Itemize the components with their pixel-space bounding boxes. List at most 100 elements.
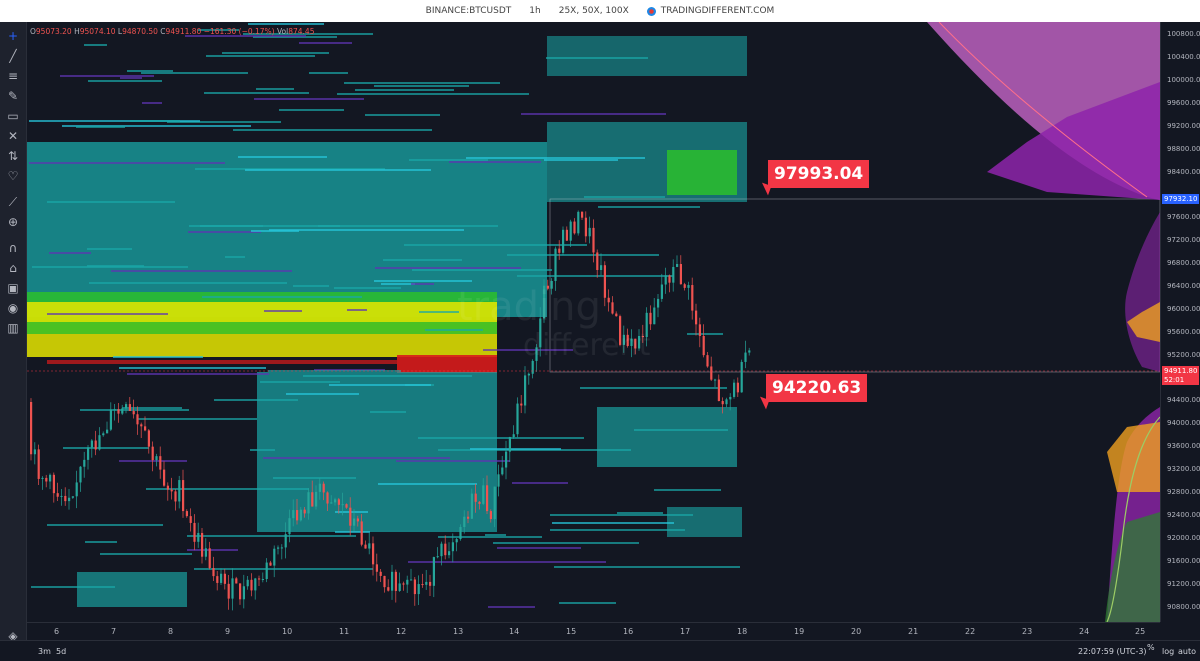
percent-button[interactable]: % — [1147, 643, 1155, 652]
candle-body — [569, 221, 572, 241]
eye-icon[interactable]: ◉ — [7, 301, 19, 315]
candle-body — [406, 579, 409, 585]
interval-label[interactable]: 1h — [529, 6, 541, 16]
heatmap-bar — [120, 77, 142, 79]
candle-body — [94, 440, 97, 450]
heatmap-bar — [293, 285, 329, 287]
price-axis[interactable]: 100800.00 100400.00 100000.00 99600.00 9… — [1160, 22, 1200, 622]
candle-body — [60, 495, 63, 497]
heatmap-bar — [521, 113, 666, 115]
candle-body — [546, 285, 549, 289]
prediction-icon[interactable]: ⇅ — [7, 149, 19, 163]
heart-icon[interactable]: ♡ — [7, 169, 19, 183]
symbol-label[interactable]: BINANCE:BTCUSDT — [425, 6, 512, 16]
candle-body — [421, 584, 424, 586]
candle-body — [231, 578, 234, 599]
heatmap-bar — [517, 275, 674, 277]
candle-body — [246, 579, 249, 587]
heatmap-bar — [497, 547, 581, 549]
comment-icon[interactable]: ▭ — [7, 109, 19, 123]
candle-body — [672, 266, 675, 283]
heatmap-bar — [329, 384, 431, 386]
candle-body — [322, 483, 325, 493]
heatmap-bar — [87, 248, 132, 250]
zoom-icon[interactable]: ⊕ — [7, 215, 19, 229]
candle-body — [657, 298, 660, 308]
range-3m-button[interactable]: 3m — [38, 647, 51, 656]
heatmap-bar — [493, 542, 639, 544]
candle-body — [470, 493, 473, 519]
legend-c-value: 94911.80 — [165, 27, 202, 36]
log-button[interactable]: log — [1162, 647, 1175, 656]
fib-icon[interactable]: ≡ — [7, 69, 19, 83]
chart-pane[interactable]: trading different — [27, 22, 1160, 622]
price-tick: 100400.00 — [1167, 53, 1200, 61]
candle-body — [98, 435, 101, 450]
magnet-icon[interactable]: ∩ — [8, 241, 18, 255]
candle-body — [467, 516, 470, 519]
price-tick: 91200.00 — [1167, 580, 1200, 588]
time-tick: 24 — [1079, 627, 1090, 636]
profile-pink-edge — [938, 22, 1148, 198]
candle-body — [615, 313, 618, 317]
price-tick: 92800.00 — [1167, 488, 1200, 496]
heatmap-bar — [185, 35, 306, 37]
brush-icon[interactable]: ✎ — [7, 89, 19, 103]
volume-profile — [927, 22, 1160, 622]
heatmap-bar — [238, 156, 327, 158]
candle-body — [360, 521, 363, 545]
candle-body — [402, 583, 405, 585]
profile-curve — [1106, 416, 1160, 622]
trendline-icon[interactable]: ╱ — [9, 49, 17, 63]
candle-body — [436, 556, 439, 558]
price-tick: 95600.00 — [1167, 328, 1200, 336]
heatmap-bar — [438, 536, 542, 538]
price-tick: 98400.00 — [1167, 168, 1200, 176]
candle-body — [204, 548, 207, 557]
heatmap-bar — [355, 89, 454, 91]
heatmap-bar — [263, 457, 450, 459]
candle-body — [539, 318, 542, 348]
lock-icon[interactable]: ⌂ — [9, 261, 17, 275]
candle-body — [641, 335, 644, 338]
heatmap-bar — [122, 407, 182, 409]
clock-label[interactable]: 22:07:59 (UTC-3) — [1078, 647, 1147, 656]
candle-body — [584, 217, 587, 237]
candle-body — [554, 248, 557, 281]
heatmap-bar — [554, 566, 740, 568]
candle-body — [102, 433, 105, 436]
pattern-icon[interactable]: ✕ — [7, 129, 19, 143]
candle-body — [683, 284, 686, 288]
candle-body — [721, 401, 724, 405]
candle-body — [520, 403, 523, 406]
auto-button[interactable]: auto — [1178, 647, 1197, 656]
trash-icon[interactable]: ▥ — [7, 321, 19, 335]
candle-body — [379, 571, 382, 576]
candle-body — [455, 539, 458, 543]
heatmap-bar — [412, 269, 552, 271]
legend-vol-label: Vol — [277, 27, 289, 36]
object-tree-icon[interactable]: ◈ — [8, 629, 18, 643]
candle-body — [562, 229, 565, 253]
heatmap-bar — [303, 375, 472, 377]
heat-green-mid — [27, 322, 497, 334]
candle-body — [429, 581, 432, 586]
range-5d-button[interactable]: 5d — [56, 647, 67, 656]
heatmap-bar — [365, 114, 440, 116]
candle-body — [273, 548, 276, 566]
time-axis[interactable]: 6 7 8 9 10 11 12 13 14 15 16 17 18 19 20… — [27, 622, 1160, 641]
candle-body — [714, 379, 717, 381]
heatmap-bar — [318, 225, 498, 227]
candle-body — [292, 510, 295, 519]
candle-body — [106, 429, 109, 434]
crosshair-icon[interactable]: + — [7, 29, 19, 43]
heatmap-bar — [483, 349, 573, 351]
heatmap-bar — [146, 488, 309, 490]
high-price-tag: 97932.10 — [1162, 194, 1199, 204]
heatmap-bar — [337, 93, 529, 95]
heatmap-bar — [550, 514, 693, 516]
lock-closed-icon[interactable]: ▣ — [7, 281, 19, 295]
ruler-icon[interactable]: ⟋ — [8, 195, 18, 209]
candle-body — [52, 474, 55, 494]
candle-body — [516, 403, 519, 435]
